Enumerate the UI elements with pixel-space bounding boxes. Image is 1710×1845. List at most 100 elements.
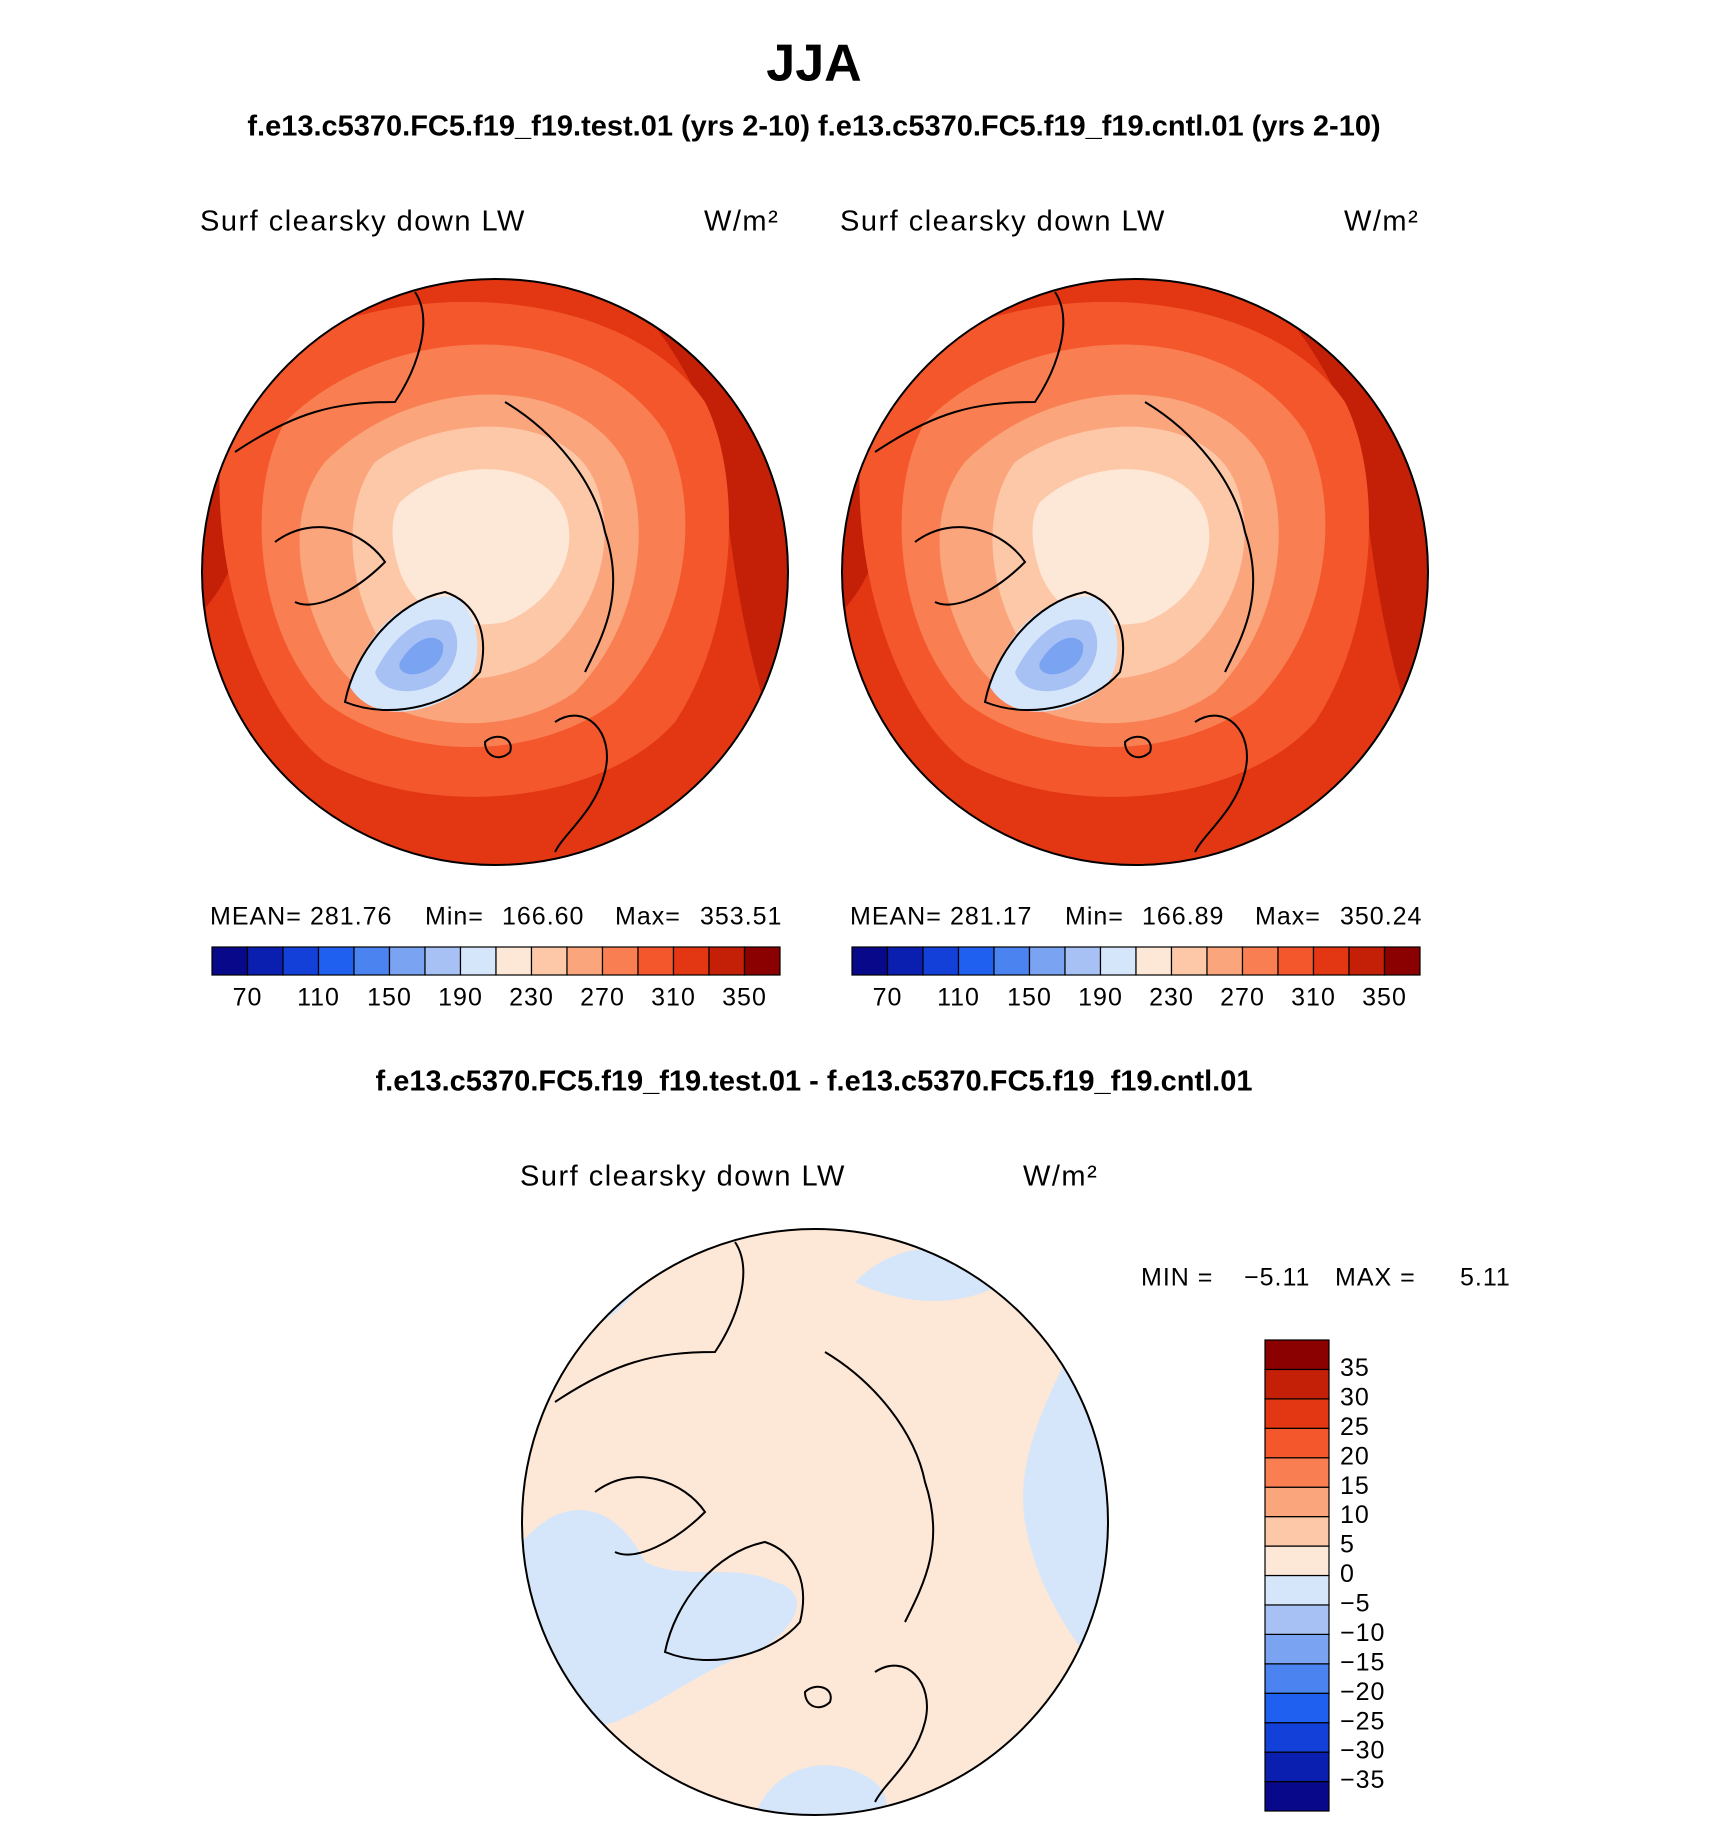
colorbar-box <box>1264 1574 1330 1606</box>
colorbar-tick-label: −5 <box>1340 1590 1371 1618</box>
stat-label: MEAN= <box>850 903 942 931</box>
map <box>841 278 1429 866</box>
panel-title: Surf clearsky down LW <box>520 1161 846 1193</box>
colorbar-box <box>459 946 497 976</box>
colorbar-tick-label: 110 <box>297 984 340 1012</box>
colorbar-tick-label: −20 <box>1340 1678 1385 1706</box>
colorbar-tick-label: 350 <box>1362 984 1407 1012</box>
stat-label: Max= <box>615 903 681 931</box>
colorbar-box <box>1264 1663 1330 1694</box>
colorbar-box <box>1264 1457 1330 1488</box>
colorbar-tick-label: −15 <box>1340 1648 1385 1676</box>
stat-value: 281.17 <box>950 903 1032 931</box>
colorbar-box <box>353 946 391 976</box>
colorbar-box <box>211 946 249 976</box>
colorbar-box <box>1264 1604 1330 1635</box>
stat-label: Min= <box>425 903 484 931</box>
colorbar-box <box>1264 1780 1330 1812</box>
subtitle: f.e13.c5370.FC5.f19_f19.test.01 (yrs 2-1… <box>247 111 1380 143</box>
colorbar-tick-label: −30 <box>1340 1737 1385 1765</box>
colorbar-tick-label: 0 <box>1340 1560 1355 1588</box>
colorbar-box <box>993 946 1031 976</box>
colorbar-tick-label: 310 <box>651 984 696 1012</box>
stat-value: 353.51 <box>700 903 782 931</box>
colorbar-box <box>1135 946 1173 976</box>
colorbar-box <box>495 946 533 976</box>
colorbar-box <box>1099 946 1137 976</box>
colorbar-box <box>922 946 960 976</box>
colorbar-tick-label: 270 <box>1220 984 1265 1012</box>
colorbar-tick-label: 270 <box>580 984 625 1012</box>
colorbar-tick-label: −10 <box>1340 1619 1385 1647</box>
colorbar-tick-label: 190 <box>1078 984 1123 1012</box>
colorbar-box <box>1277 946 1315 976</box>
colorbar-tick-label: 230 <box>509 984 554 1012</box>
colorbar-tick-label: 110 <box>937 984 980 1012</box>
stat-label: Max= <box>1255 903 1321 931</box>
colorbar-box <box>282 946 320 976</box>
colorbar-box <box>566 946 604 976</box>
colorbar-box <box>1264 1545 1330 1577</box>
colorbar-box <box>743 946 781 976</box>
panel-title: Surf clearsky down LW <box>200 206 526 238</box>
colorbar-tick-label: 20 <box>1340 1442 1370 1470</box>
colorbar-tick-label: 190 <box>438 984 483 1012</box>
colorbar-box <box>388 946 426 976</box>
colorbar-box <box>1264 1339 1330 1371</box>
colorbar-tick-label: 350 <box>722 984 767 1012</box>
colorbar-box <box>851 946 889 976</box>
colorbar-tick-label: −25 <box>1340 1707 1385 1735</box>
stat-label: MEAN= <box>210 903 302 931</box>
colorbar-box <box>1206 946 1244 976</box>
colorbar-box <box>957 946 995 976</box>
colorbar-box <box>1064 946 1102 976</box>
colorbar-tick-label: 150 <box>1007 984 1052 1012</box>
colorbar-box <box>1348 946 1386 976</box>
colorbar-box <box>1264 1692 1330 1724</box>
map <box>201 278 789 866</box>
colorbar-box <box>637 946 675 976</box>
stat-value: 166.60 <box>502 903 584 931</box>
colorbar-box <box>1264 1633 1330 1665</box>
colorbar-tick-label: 25 <box>1340 1413 1370 1441</box>
colorbar-tick-label: 35 <box>1340 1354 1370 1382</box>
colorbar-box <box>1170 946 1208 976</box>
colorbar-box <box>1312 946 1350 976</box>
colorbar-tick-label: 15 <box>1340 1472 1370 1500</box>
colorbar-box <box>1241 946 1279 976</box>
map <box>521 1228 1109 1816</box>
colorbar-tick-label: 10 <box>1340 1501 1370 1529</box>
diff-heading: f.e13.c5370.FC5.f19_f19.test.01 - f.e13.… <box>376 1066 1253 1098</box>
title: JJA <box>766 35 861 93</box>
colorbar-box <box>1264 1751 1330 1783</box>
units: W/m² <box>1344 206 1419 238</box>
colorbar-box <box>317 946 355 976</box>
colorbar-box <box>1264 1516 1330 1547</box>
stat-value: −5.11 <box>1244 1264 1310 1292</box>
stat-label: Min= <box>1065 903 1124 931</box>
stat-label: MAX = <box>1335 1264 1416 1292</box>
stat-value: 166.89 <box>1142 903 1224 931</box>
colorbar-box <box>1264 1368 1330 1400</box>
stat-value: 5.11 <box>1460 1264 1511 1292</box>
colorbar-box <box>246 946 284 976</box>
colorbar-box <box>1264 1398 1330 1429</box>
colorbar-tick-label: −35 <box>1340 1766 1385 1794</box>
colorbar-box <box>530 946 568 976</box>
colorbar-tick-label: 5 <box>1340 1531 1355 1559</box>
colorbar-tick-label: 70 <box>233 984 263 1012</box>
colorbar-tick-label: 310 <box>1291 984 1336 1012</box>
colorbar-tick-label: 70 <box>873 984 903 1012</box>
colorbar-box <box>1264 1427 1330 1459</box>
colorbar-box <box>1264 1486 1330 1518</box>
colorbar-box <box>672 946 710 976</box>
units: W/m² <box>704 206 779 238</box>
stat-value: 350.24 <box>1340 903 1422 931</box>
panel-title: Surf clearsky down LW <box>840 206 1166 238</box>
colorbar-tick-label: 30 <box>1340 1383 1370 1411</box>
colorbar-tick-label: 150 <box>367 984 412 1012</box>
units: W/m² <box>1023 1161 1098 1193</box>
colorbar-box <box>1383 946 1421 976</box>
